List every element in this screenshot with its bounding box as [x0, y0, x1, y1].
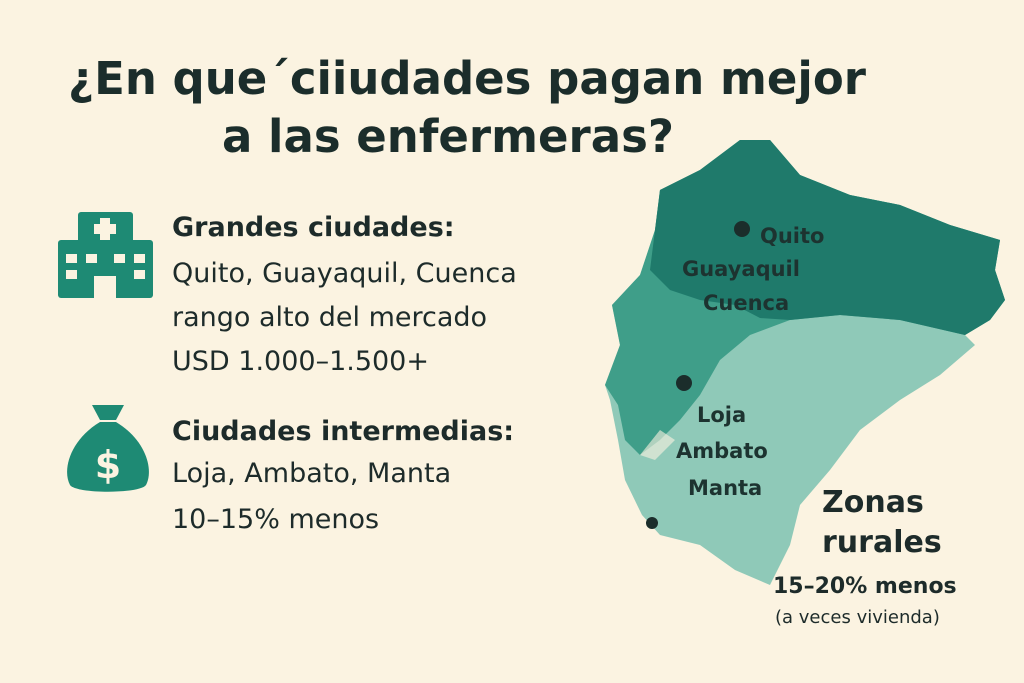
city-label: Cuenca	[703, 291, 789, 315]
title-line: ¿En que´ciiudades pagan mejor	[68, 52, 867, 105]
title-line: a las enfermeras?	[222, 110, 674, 163]
city-label: Loja	[697, 403, 746, 427]
section-line: Quito, Guayaquil, Cuenca	[172, 258, 517, 289]
rural-note: (a veces vivienda)	[775, 607, 940, 628]
city-dot	[734, 221, 750, 237]
money-bag-icon: $	[67, 405, 149, 492]
section-line: 10–15% menos	[172, 504, 379, 535]
map-gulf	[640, 430, 675, 460]
section-line: Loja, Ambato, Manta	[172, 458, 451, 489]
hospital-icon	[58, 212, 153, 298]
section-heading: Ciudades intermedias:	[172, 416, 514, 447]
rural-title: rurales	[822, 525, 942, 560]
ecuador-map	[605, 140, 1005, 585]
section-heading: Grandes ciudades:	[172, 212, 455, 243]
city-label: Guayaquil	[682, 257, 800, 281]
section-line: USD 1.000–1.500+	[172, 346, 429, 377]
section-line: rango alto del mercado	[172, 302, 487, 333]
city-dot	[646, 517, 658, 529]
city-label: Manta	[688, 476, 762, 500]
city-label: Quito	[760, 224, 824, 248]
rural-title: Zonas	[822, 485, 924, 520]
rural-detail: 15–20% menos	[773, 574, 957, 599]
svg-text:$: $	[95, 443, 121, 487]
map-region-north	[650, 140, 1005, 335]
city-label: Ambato	[676, 439, 768, 463]
city-dot	[676, 375, 692, 391]
